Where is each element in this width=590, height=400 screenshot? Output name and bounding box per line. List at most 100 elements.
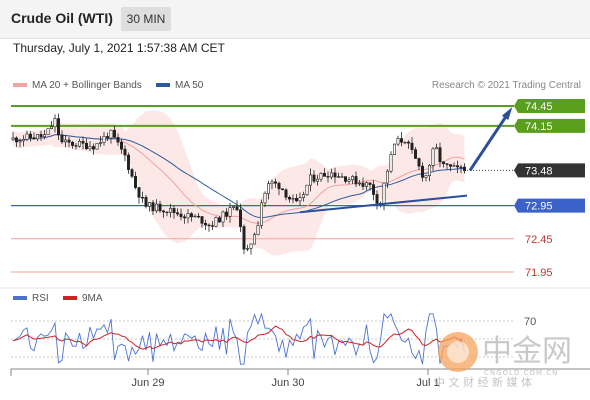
rsi-9ma-line [12, 325, 465, 350]
candle-body [441, 161, 445, 164]
candle-body [249, 243, 253, 249]
candle [74, 142, 78, 150]
candle-body [42, 134, 46, 138]
candle-body [116, 137, 120, 143]
candle [49, 121, 53, 130]
ma50-line [12, 134, 465, 219]
trend-line [299, 194, 468, 214]
candle [427, 164, 431, 182]
rsi-swatch [13, 296, 27, 301]
candle [21, 135, 25, 147]
candle [256, 221, 260, 236]
candle-body [438, 147, 442, 163]
candle [291, 194, 295, 204]
candle [102, 131, 106, 146]
candle-body [239, 209, 243, 227]
price-tag-bg [514, 198, 585, 213]
candle [32, 132, 36, 140]
annotations [299, 107, 513, 214]
candle [347, 176, 351, 185]
candle [71, 140, 75, 149]
candle [382, 182, 386, 211]
candle-body [172, 208, 176, 214]
candle [67, 136, 71, 148]
candle [343, 176, 347, 184]
candle [232, 206, 236, 211]
candle [438, 142, 442, 168]
candle-body [312, 174, 316, 182]
candle [11, 131, 15, 142]
candle-body [375, 194, 379, 204]
timeframe-badge[interactable]: 30 MIN [121, 7, 171, 31]
candle [60, 130, 64, 144]
watermark-logo-inner [447, 341, 469, 363]
candle [420, 162, 424, 182]
candle-body [186, 213, 190, 219]
candle-body [130, 169, 134, 177]
price-tag-label: 71.95 [525, 267, 553, 279]
candle [148, 202, 152, 212]
candle-body [134, 176, 138, 188]
x-tick-label: Jun 30 [271, 377, 304, 389]
candle-body [127, 154, 131, 170]
candle-body [322, 173, 326, 177]
candle [312, 170, 316, 184]
candle [228, 202, 232, 223]
candle-body [25, 133, 29, 140]
candle-body [392, 143, 396, 155]
candle-body [361, 182, 365, 187]
candle-body [200, 216, 204, 224]
candle [25, 130, 29, 142]
candle-body [368, 182, 372, 185]
candle-body [417, 158, 421, 167]
price-tag-label: 72.45 [525, 234, 553, 246]
candle-body [109, 129, 113, 139]
candle-body [18, 140, 22, 143]
candle-body [434, 147, 438, 150]
candle [42, 129, 46, 140]
candle [287, 195, 291, 203]
candle-body [56, 118, 60, 136]
candle-body [148, 202, 152, 207]
candle [200, 216, 204, 228]
candle-body [11, 137, 15, 140]
candle [270, 179, 274, 190]
ma9-label: 9MA [82, 293, 103, 304]
candle [431, 147, 435, 172]
candle [221, 210, 225, 227]
candle-body [364, 182, 368, 187]
candle [144, 194, 148, 209]
candle [385, 169, 389, 189]
candle-body [95, 143, 99, 150]
candle-body [315, 178, 319, 182]
candle [389, 151, 393, 174]
candle [249, 243, 253, 255]
candle [151, 199, 155, 216]
candle-body [399, 138, 403, 143]
price-tag-bg [514, 163, 585, 178]
candle [375, 190, 379, 210]
candle-body [385, 170, 389, 184]
candle [410, 137, 414, 154]
price-tag-74.15: 74.15 [514, 118, 585, 133]
candle-body [197, 215, 201, 218]
candle-body [357, 182, 361, 185]
watermark-domain: CNGOLD.COM.CN [484, 369, 558, 377]
candle-body [169, 208, 173, 213]
candle-body [190, 213, 194, 218]
candle [403, 141, 407, 145]
price-tag-label: 72.95 [525, 201, 553, 213]
candle [277, 181, 281, 196]
candle [441, 161, 445, 168]
candle [434, 143, 438, 150]
candle-body [305, 184, 309, 195]
price-tag-label: 74.15 [525, 121, 553, 133]
candle [193, 213, 197, 218]
candle-body [141, 196, 145, 199]
rsi-line [12, 312, 465, 365]
candle-body [211, 225, 215, 227]
candle-body [259, 202, 263, 226]
candle-body [120, 141, 124, 150]
candle-body [371, 184, 375, 195]
